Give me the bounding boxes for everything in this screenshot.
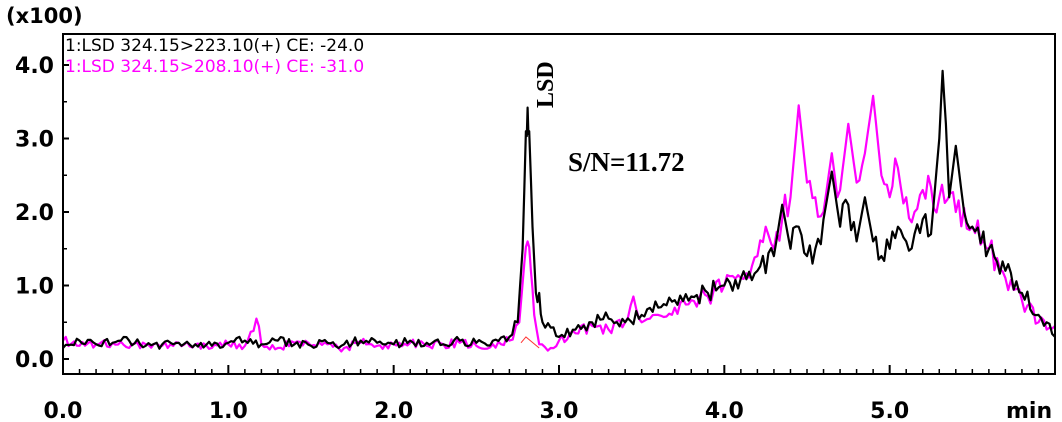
y-multiplier-label: (x100) [6, 4, 83, 28]
legend-entry: 1:LSD 324.15>208.10(+) CE: -31.0 [65, 57, 364, 77]
y-tick-label: 4.0 [15, 54, 54, 79]
y-axis-ticks: 0.0 1.0 2.0 3.0 4.0 [15, 54, 69, 373]
plot-frame [62, 33, 1056, 375]
x-tick-label: 2.0 [374, 399, 413, 422]
peak-baseline [520, 336, 540, 349]
legend-entry: 1:LSD 324.15>223.10(+) CE: -24.0 [65, 36, 364, 56]
y-tick-label: 2.0 [15, 201, 54, 226]
x-axis-ticks: 0.0 1.0 2.0 3.0 4.0 5.0 [44, 365, 1040, 422]
x-unit-label: min [1006, 399, 1052, 422]
legend: 1:LSD 324.15>223.10(+) CE: -24.01:LSD 32… [65, 36, 364, 77]
y-tick-label: 3.0 [15, 128, 54, 153]
x-tick-label: 5.0 [870, 399, 909, 422]
peak-label: LSD [533, 61, 559, 108]
x-tick-label: 4.0 [705, 399, 744, 422]
x-tick-label: 0.0 [44, 399, 83, 422]
signal-to-noise-label: S/N=11.72 [568, 147, 685, 177]
y-tick-label: 0.0 [15, 348, 54, 373]
x-tick-label: 1.0 [209, 399, 248, 422]
series-line-208 [62, 94, 1056, 353]
plot-lines [62, 69, 1056, 353]
x-tick-label: 3.0 [540, 399, 579, 422]
y-tick-label: 1.0 [15, 275, 54, 300]
series-line-223 [62, 69, 1056, 350]
